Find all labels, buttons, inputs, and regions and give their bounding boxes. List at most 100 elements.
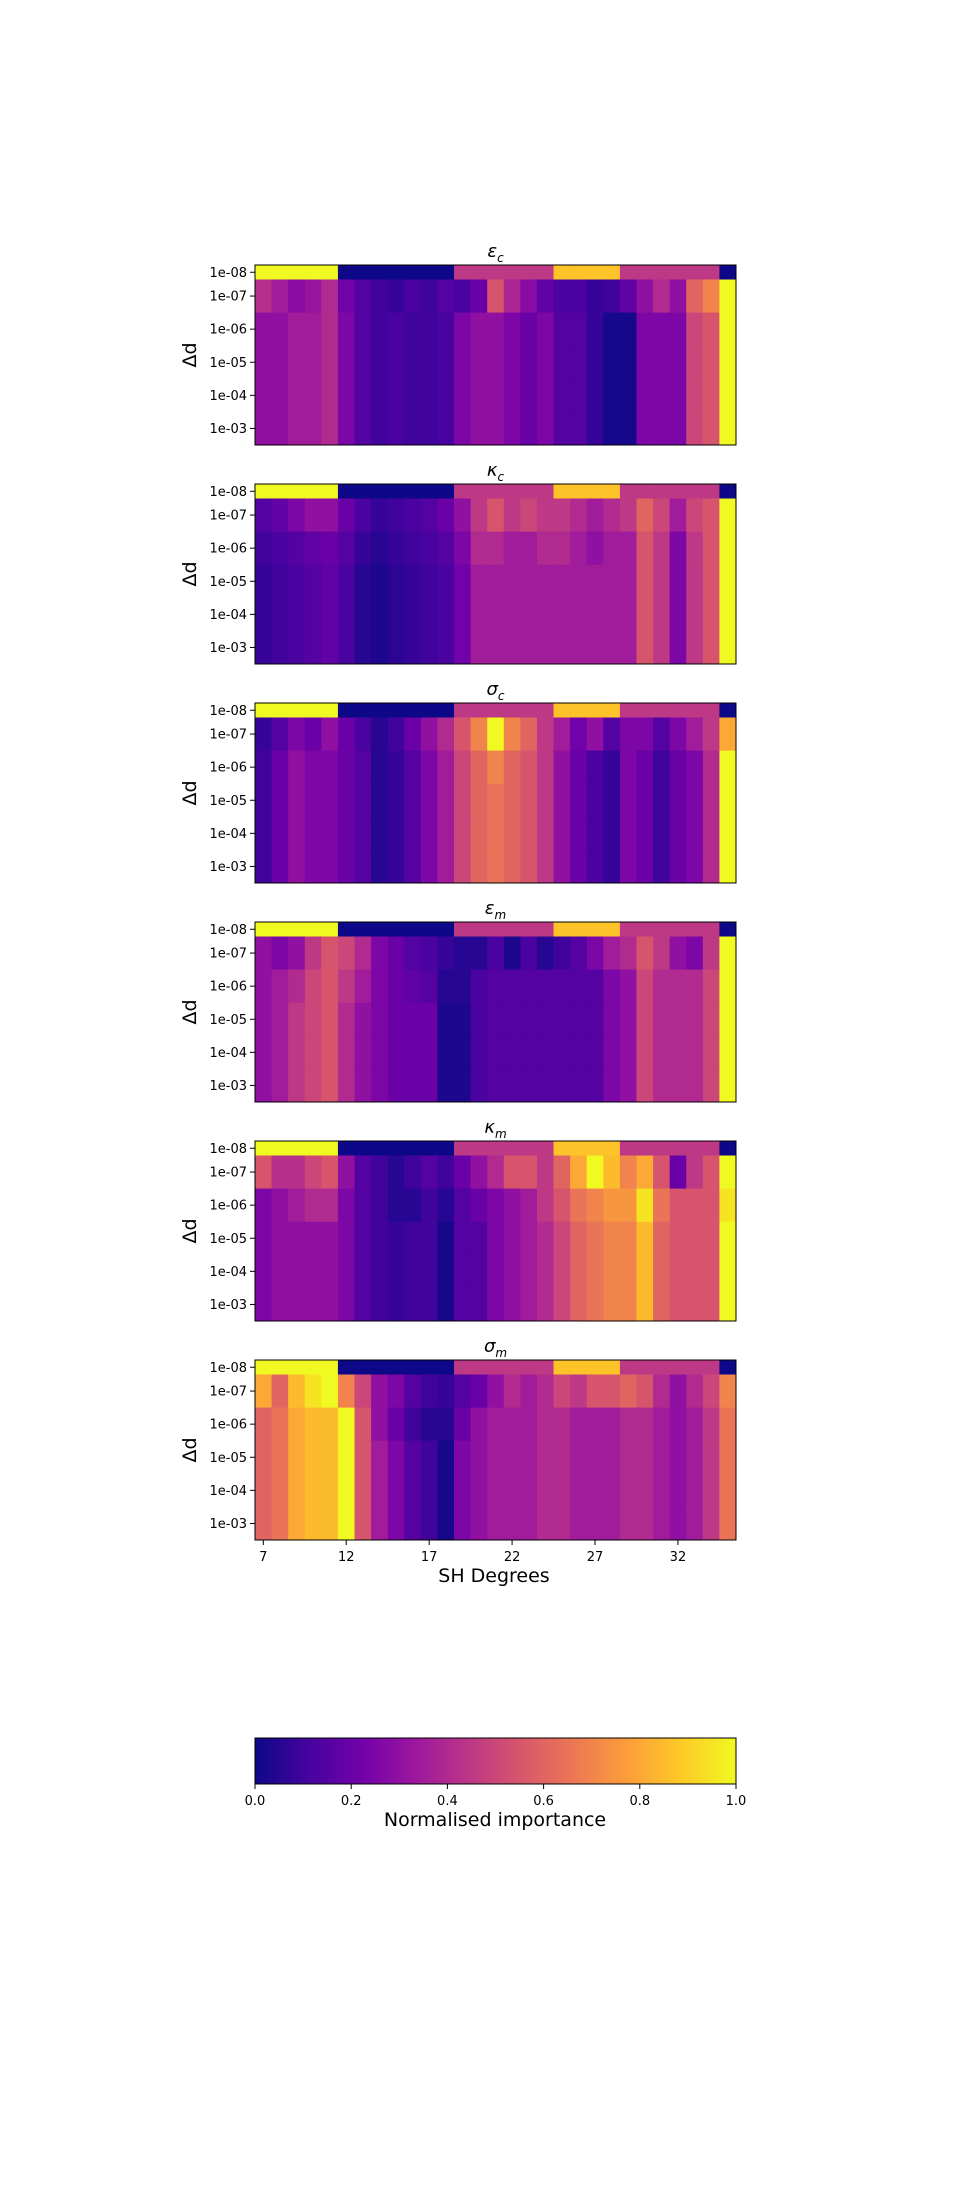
heatmap-cell bbox=[520, 1188, 538, 1223]
heatmap-cell bbox=[337, 1407, 355, 1442]
heatmap-cell bbox=[271, 1360, 289, 1375]
y-tick-label: 1e-07 bbox=[209, 1385, 247, 1400]
heatmap-cell bbox=[420, 1254, 438, 1289]
heatmap-cell bbox=[636, 1141, 654, 1156]
heatmap-cell bbox=[586, 1068, 604, 1103]
heatmap-cell bbox=[420, 484, 438, 499]
heatmap-cell bbox=[586, 1221, 604, 1256]
heatmap-cell bbox=[570, 849, 588, 884]
panel-title-symbol: σ bbox=[484, 1336, 496, 1357]
heatmap-cell bbox=[387, 265, 405, 280]
heatmap-cell bbox=[536, 1506, 554, 1541]
y-tick-label: 1e-07 bbox=[209, 1166, 247, 1181]
heatmap-cell bbox=[255, 1155, 272, 1189]
heatmap-cell bbox=[354, 922, 372, 937]
heatmap-cell bbox=[719, 1035, 737, 1070]
heatmap-cell bbox=[487, 279, 505, 313]
y-tick-label: 1e-07 bbox=[209, 509, 247, 524]
heatmap-cell bbox=[536, 312, 554, 347]
heatmap-panel: κm 1e-08 1e-07 1e-06 1e-05 1e-04 1e-03 Δd bbox=[179, 1117, 737, 1322]
heatmap-cell bbox=[255, 1002, 272, 1037]
heatmap-cell bbox=[354, 1002, 372, 1037]
heatmap-cell bbox=[288, 597, 306, 632]
heatmap-cell bbox=[437, 1155, 455, 1189]
heatmap-cell bbox=[337, 1188, 355, 1223]
heatmap-cell bbox=[603, 498, 621, 532]
heatmap-cell bbox=[619, 783, 637, 818]
heatmap-cell bbox=[619, 265, 637, 280]
heatmap-cell bbox=[653, 498, 671, 532]
heatmap-cell bbox=[271, 265, 289, 280]
heatmap-cell bbox=[503, 1506, 521, 1541]
heatmap-cell bbox=[387, 484, 405, 499]
heatmap-cell bbox=[586, 564, 604, 599]
heatmap-cell bbox=[337, 969, 355, 1004]
heatmap-cell bbox=[686, 411, 704, 446]
y-tick-label: 1e-08 bbox=[209, 923, 247, 938]
heatmap-cell bbox=[603, 1374, 621, 1408]
heatmap-cell bbox=[420, 531, 438, 566]
heatmap-cell bbox=[304, 345, 322, 380]
heatmap-cell bbox=[586, 279, 604, 313]
heatmap-cell bbox=[553, 531, 571, 566]
y-tick-label: 1e-08 bbox=[209, 1361, 247, 1376]
heatmap-cell bbox=[553, 1287, 571, 1322]
heatmap-cell bbox=[653, 717, 671, 751]
heatmap-cell bbox=[503, 597, 521, 632]
heatmap-cell bbox=[553, 1141, 571, 1156]
heatmap-cell bbox=[354, 816, 372, 851]
heatmap-cell bbox=[536, 1035, 554, 1070]
heatmap-cell bbox=[255, 1068, 272, 1103]
heatmap-cell bbox=[371, 1221, 389, 1256]
y-tick-label: 1e-06 bbox=[209, 1418, 247, 1433]
heatmap-cell bbox=[337, 531, 355, 566]
heatmap-cell bbox=[619, 1473, 637, 1508]
x-axis-label: SH Degrees bbox=[438, 1565, 549, 1587]
heatmap-cell bbox=[503, 1407, 521, 1442]
heatmap-cell bbox=[686, 1407, 704, 1442]
heatmap-cell bbox=[719, 783, 737, 818]
heatmap-cell bbox=[719, 849, 737, 884]
heatmap-cell bbox=[619, 1254, 637, 1289]
heatmap-cell bbox=[669, 703, 687, 718]
heatmap-cell bbox=[503, 531, 521, 566]
heatmap-cell bbox=[255, 1221, 272, 1256]
heatmap-cell bbox=[404, 1221, 422, 1256]
heatmap-cell bbox=[669, 717, 687, 751]
heatmap-cell bbox=[503, 1374, 521, 1408]
heatmap-cell bbox=[470, 849, 488, 884]
heatmap-cell bbox=[271, 1440, 289, 1475]
heatmap-cell bbox=[619, 936, 637, 970]
heatmap-cell bbox=[619, 922, 637, 937]
heatmap-cell bbox=[636, 279, 654, 313]
heatmap-cell bbox=[520, 564, 538, 599]
heatmap-cell bbox=[636, 484, 654, 499]
heatmap-cell bbox=[520, 1035, 538, 1070]
heatmap-cell bbox=[553, 411, 571, 446]
heatmap-cell bbox=[420, 597, 438, 632]
heatmap-cell bbox=[437, 1374, 455, 1408]
heatmap-cell bbox=[304, 1035, 322, 1070]
heatmap-cell bbox=[470, 1440, 488, 1475]
heatmap-cell bbox=[653, 312, 671, 347]
heatmap-cell bbox=[321, 1360, 339, 1375]
heatmap-cell bbox=[536, 816, 554, 851]
heatmap-cell bbox=[619, 1068, 637, 1103]
heatmap-cell bbox=[586, 597, 604, 632]
heatmap-cell bbox=[420, 411, 438, 446]
heatmap-cell bbox=[619, 1035, 637, 1070]
heatmap-cell bbox=[669, 630, 687, 665]
heatmap-cell bbox=[503, 717, 521, 751]
heatmap-cell bbox=[553, 484, 571, 499]
heatmap-cell bbox=[470, 564, 488, 599]
heatmap-panel: εm 1e-08 1e-07 1e-06 1e-05 1e-04 1e-03 Δd bbox=[179, 898, 737, 1103]
colorbar-label: Normalised importance bbox=[384, 1809, 606, 1831]
heatmap-cell bbox=[570, 1002, 588, 1037]
heatmap-cell bbox=[520, 1440, 538, 1475]
heatmap-cell bbox=[470, 1407, 488, 1442]
heatmap-cell bbox=[437, 531, 455, 566]
heatmap-cell bbox=[437, 630, 455, 665]
heatmap-cell bbox=[271, 1155, 289, 1189]
heatmap-cell bbox=[337, 411, 355, 446]
heatmap-cell bbox=[470, 378, 488, 413]
